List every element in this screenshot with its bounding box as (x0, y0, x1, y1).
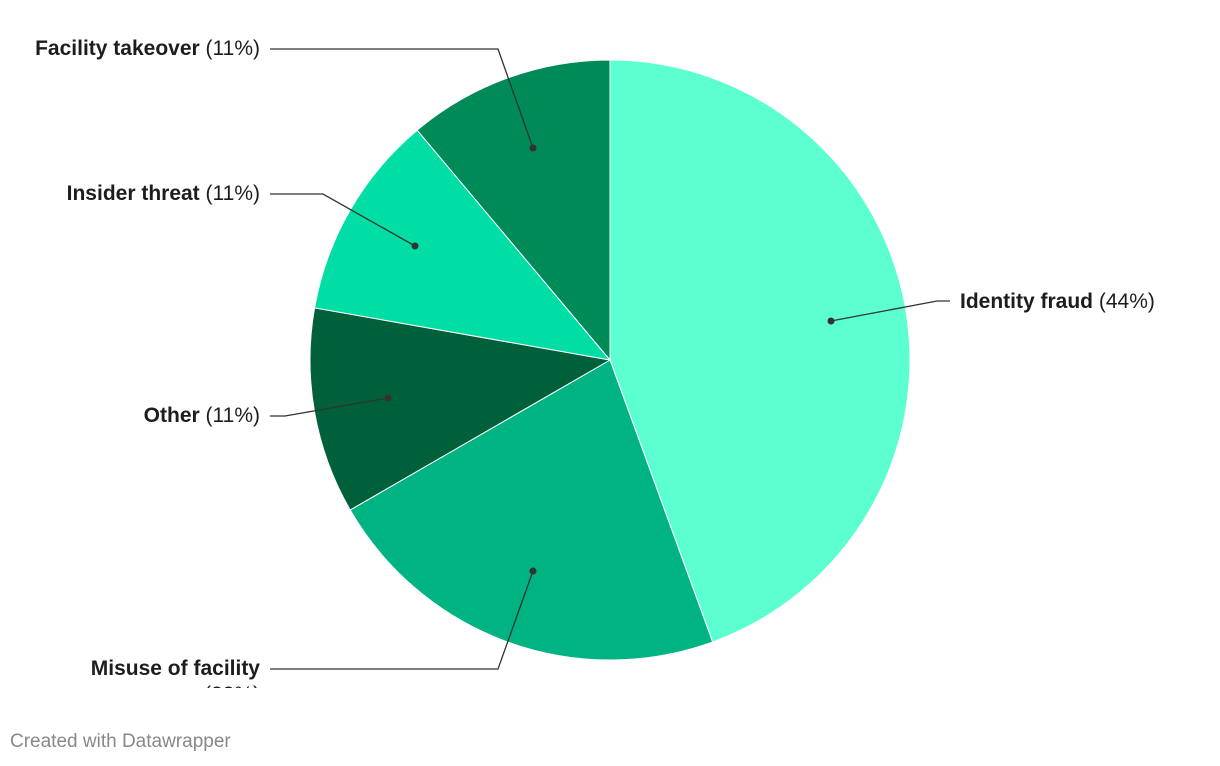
leader-line (270, 48, 534, 149)
label-name: Facility takeover (35, 37, 200, 60)
slice-label: Identity fraud (44%) (960, 290, 1155, 313)
slice-label: Other (11%) (144, 404, 260, 427)
label-name: Other (144, 404, 200, 427)
leader-line (270, 193, 416, 247)
slice-label: Insider threat (11%) (67, 182, 260, 205)
pie-slice (609, 59, 911, 643)
slice-label: Facility takeover (11%) (35, 37, 260, 60)
slice-label: Misuse of facility (22%) (91, 657, 261, 706)
pie-slice (416, 59, 611, 362)
leader-dot (411, 242, 419, 250)
label-value: (44%) (1099, 290, 1155, 313)
label-value: (11%) (206, 404, 260, 427)
leader-line (270, 570, 534, 670)
label-name: Insider threat (67, 182, 200, 205)
label-name: Misuse of facility (91, 657, 261, 680)
leader-dot (529, 567, 537, 575)
label-value: (22%) (204, 683, 260, 706)
label-value: (11%) (206, 37, 260, 60)
label-name: Identity fraud (960, 290, 1093, 313)
pie-slice (309, 307, 612, 511)
leader-line (830, 300, 950, 322)
pie (309, 59, 911, 661)
labels: Identity fraud (44%) Misuse of facility (2… (35, 37, 1155, 706)
leader-dot (529, 144, 537, 152)
footer: Created with Datawrapper (10, 731, 231, 752)
leader-line (270, 397, 389, 417)
label-value: (11%) (206, 182, 260, 205)
leader-dot (384, 394, 392, 402)
leader-dot (827, 317, 835, 325)
